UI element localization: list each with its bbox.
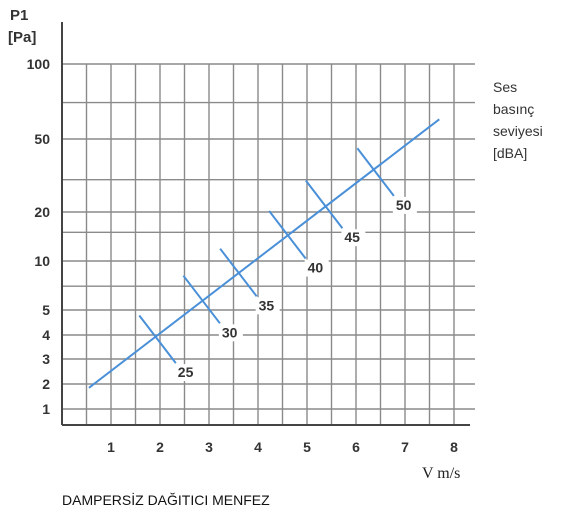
y-tick-label: 5 xyxy=(42,302,50,318)
x-tick-label: 8 xyxy=(450,439,458,455)
x-tick-label: 2 xyxy=(156,439,164,455)
y-tick-label: 20 xyxy=(34,204,50,220)
axes xyxy=(61,22,470,426)
legend-line-4: [dBA] xyxy=(493,145,527,161)
marker-cross xyxy=(268,210,307,260)
x-axis-title: V m/s xyxy=(422,465,460,482)
y-axis-title-line1: P1 xyxy=(10,7,28,24)
marker-label: 45 xyxy=(344,229,360,245)
x-tick-label: 5 xyxy=(303,439,311,455)
x-tick-label: 1 xyxy=(107,439,115,455)
y-tick-label: 10 xyxy=(34,253,50,269)
marker-label: 25 xyxy=(178,364,194,380)
marker-cross xyxy=(305,179,344,229)
grid xyxy=(62,63,475,425)
x-tick-label: 3 xyxy=(205,439,213,455)
marker-cross xyxy=(219,248,258,297)
marker-label: 50 xyxy=(396,197,412,213)
y-tick-label: 2 xyxy=(42,376,50,392)
y-tick-label: 4 xyxy=(42,327,50,343)
legend-line-1: Ses xyxy=(493,79,517,95)
legend-line-2: basınç xyxy=(493,101,534,117)
marker-label-bg xyxy=(174,364,199,382)
markers: 25 30 35 40 45 50 xyxy=(138,147,417,382)
marker-label-bg xyxy=(341,229,366,247)
y-tick-label: 3 xyxy=(42,351,50,367)
y-axis-title-line2: [Pa] xyxy=(8,29,36,46)
marker-cross xyxy=(138,314,177,364)
marker-label-bg xyxy=(218,324,243,342)
y-tick-label: 50 xyxy=(34,131,50,147)
y-tick-label: 100 xyxy=(27,56,51,72)
series xyxy=(88,118,440,389)
marker-cross xyxy=(182,275,221,324)
x-tick-label: 7 xyxy=(401,439,409,455)
marker-label: 40 xyxy=(308,260,324,276)
marker-label-bg xyxy=(255,297,280,315)
marker-label: 35 xyxy=(259,297,275,313)
marker-label-bg xyxy=(392,196,417,214)
marker-label-bg xyxy=(304,259,329,277)
x-tick-label: 6 xyxy=(352,439,360,455)
chart-caption: DAMPERSİZ DAĞITICI MENFEZ xyxy=(62,491,270,508)
marker-label: 30 xyxy=(222,324,238,340)
series-line xyxy=(88,118,440,389)
marker-cross xyxy=(356,147,395,197)
y-tick-label: 1 xyxy=(42,401,50,417)
legend-line-3: seviyesi xyxy=(493,123,543,139)
x-tick-label: 4 xyxy=(254,439,262,455)
